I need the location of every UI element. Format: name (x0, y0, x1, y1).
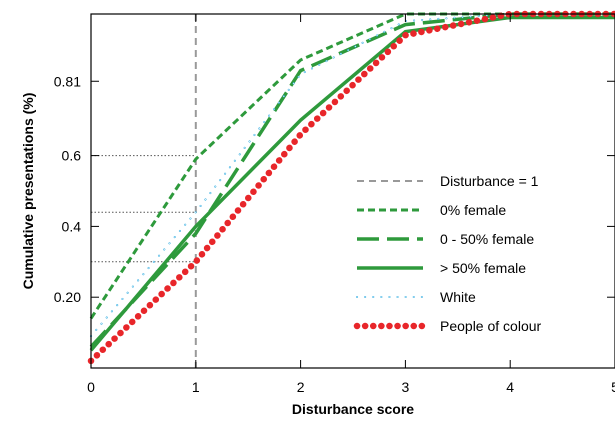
plot-area (87, 10, 615, 368)
x-tick-label: 0 (87, 379, 95, 395)
series-line-50-female (89, 15, 615, 352)
x-tick-label: 4 (506, 379, 514, 395)
legend-entry-5-label: People of colour (440, 318, 542, 334)
plot-frame (90, 13, 615, 369)
axes: 0 1 2 3 4 5 0.20 0.4 0.6 0.81 (54, 13, 615, 395)
x-tick-label: 3 (402, 379, 410, 395)
x-axis-title: Disturbance score (292, 401, 414, 417)
y-tick-label: 0.4 (62, 218, 82, 234)
x-tick-label: 2 (297, 379, 305, 395)
y-tick-label: 0.81 (54, 73, 81, 89)
x-tick-label: 5 (611, 379, 615, 395)
x-tick-label: 1 (192, 379, 200, 395)
legend-entry-2-label: 0 - 50% female (440, 231, 534, 247)
y-axis-title: Cumulative presentations (%) (20, 93, 36, 290)
legend-entry-1-label: 0% female (440, 202, 506, 218)
legend: Disturbance = 1 0% female 0 - 50% female > … (353, 173, 542, 334)
legend-entry-4-label: White (440, 289, 476, 305)
y-tick-label: 0.6 (62, 148, 82, 164)
legend-entry-3-label: > 50% female (440, 260, 526, 276)
legend-entry-0-label: Disturbance = 1 (440, 173, 539, 189)
y-tick-label: 0.20 (54, 289, 81, 305)
series-line-0-female (89, 12, 615, 320)
